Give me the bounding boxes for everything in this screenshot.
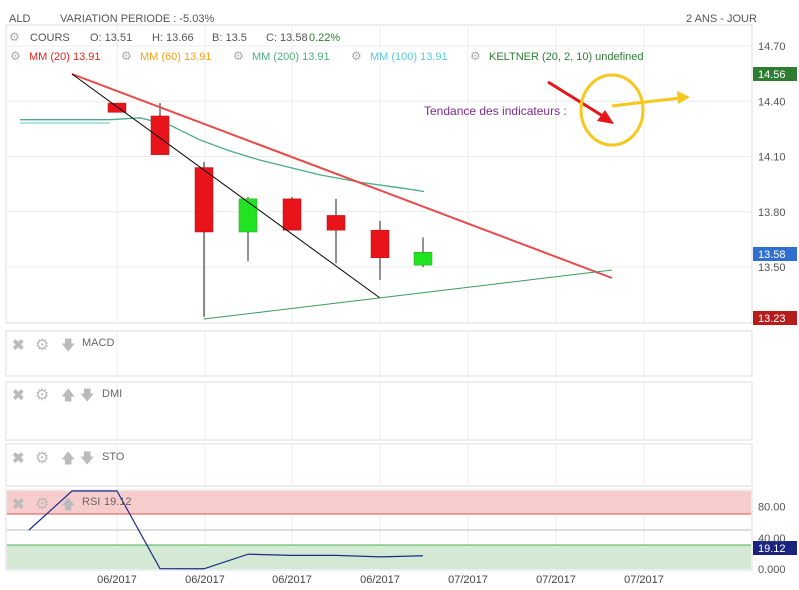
gear-icon[interactable]: ⚙ [35, 387, 49, 404]
x-tick-label: 06/2017 [360, 574, 400, 586]
x-tick-label: 07/2017 [624, 574, 664, 586]
candle-down [370, 229, 390, 259]
main-panel-frame [5, 24, 753, 324]
quote-close: C: 13.58 [266, 32, 308, 44]
gear-icon[interactable]: ⚙ [35, 450, 49, 467]
rsi-value-badge-text: 19.12 [758, 543, 786, 555]
indicator-legend: ⚙ MM (20) 13.91 ⚙ MM (60) 13.91 ⚙ MM (200) 13… [10, 49, 644, 63]
close-icon[interactable]: ✖ [12, 337, 25, 354]
quote-high: H: 13.66 [152, 32, 194, 44]
gear-icon[interactable]: ⚙ [121, 49, 132, 63]
quote-open: O: 13.51 [90, 32, 132, 44]
arrow-down-icon[interactable]: 🡇 [61, 337, 75, 353]
arrow-up-icon[interactable]: 🡅 [61, 387, 75, 403]
trendline-black [71, 73, 381, 299]
x-tick-label: 06/2017 [97, 574, 137, 586]
macd-panel-frame [5, 330, 753, 377]
indicator-label: MM (200) 13.91 [252, 51, 330, 63]
candle-down [282, 198, 302, 231]
current-price-badge-text: 13.58 [758, 249, 786, 261]
sto-panel-header: ✖ ⚙ 🡅 🡇 STO [12, 450, 125, 467]
x-tick-label: 06/2017 [185, 574, 225, 586]
high-price-badge [753, 67, 797, 81]
candles-layer [107, 102, 433, 317]
trend-annotation [547, 73, 690, 147]
close-icon[interactable]: ✖ [12, 496, 25, 513]
close-icon[interactable]: ✖ [12, 450, 25, 467]
current-price-badge [753, 247, 797, 261]
yellow-circle [579, 73, 645, 147]
quote-low: B: 13.5 [212, 32, 247, 44]
indicator-label: MM (100) 13.91 [370, 51, 448, 63]
rsi-label: RSI [82, 496, 100, 508]
candle-down [194, 167, 214, 233]
rsi-y-tick-label: 0.000 [758, 564, 786, 576]
indicator-label: MM (20) 13.91 [29, 51, 101, 63]
x-tick-label: 06/2017 [272, 574, 312, 586]
candle-up [413, 252, 433, 266]
gear-icon[interactable]: ⚙ [233, 49, 244, 63]
sto-panel-frame [5, 443, 753, 487]
gear-icon[interactable]: ⚙ [470, 49, 481, 63]
rsi-overbought-band [7, 491, 751, 514]
y-tick-label: 13.80 [758, 207, 786, 219]
red-arrow-head [597, 110, 614, 124]
period-label[interactable]: 2 ANS - JOUR [686, 13, 757, 25]
rsi-line [28, 490, 424, 570]
variation-label: VARIATION PERIODE : -5.03% [60, 13, 214, 25]
gear-icon[interactable]: ⚙ [10, 49, 21, 63]
candle-down [326, 215, 346, 231]
macd-label: MACD [82, 337, 114, 349]
arrow-down-icon[interactable]: 🡇 [80, 387, 94, 403]
dmi-panel-frame [5, 381, 753, 441]
x-tick-label: 07/2017 [448, 574, 488, 586]
low-price-badge-text: 13.23 [758, 313, 786, 325]
candle-down [107, 102, 127, 113]
low-price-badge [753, 311, 797, 325]
red-arrow [547, 80, 607, 120]
annotation-text: Tendance des indicateurs : [424, 104, 567, 118]
gear-icon[interactable]: ⚙ [35, 496, 49, 513]
y-axis-ticks: 14.70 14.40 14.10 13.80 13.50 [758, 41, 786, 274]
yellow-arrow [611, 96, 681, 108]
candle-down [150, 115, 170, 155]
macd-panel-header: ✖ ⚙ 🡇 MACD [12, 337, 114, 354]
x-axis-ticks: 06/2017 06/2017 06/2017 06/2017 07/2017 07/20… [97, 574, 664, 586]
trendline-red [71, 73, 613, 279]
dmi-panel-header: ✖ ⚙ 🡅 🡇 DMI [12, 387, 122, 404]
quote-name: COURS [30, 32, 70, 44]
high-price-badge-text: 14.56 [758, 69, 786, 81]
rsi-header-value: 19.12 [104, 496, 132, 508]
y-tick-label: 14.70 [758, 41, 786, 53]
close-icon[interactable]: ✖ [12, 387, 25, 404]
gear-icon[interactable]: ⚙ [351, 49, 362, 63]
rsi-y-axis-ticks: 80.00 40.00 0.000 [758, 502, 786, 576]
trendline-green [203, 269, 613, 320]
y-tick-label: 14.10 [758, 152, 786, 164]
arrow-down-icon[interactable]: 🡇 [80, 450, 94, 466]
x-tick-label: 07/2017 [536, 574, 576, 586]
dmi-label: DMI [102, 388, 122, 400]
y-tick-label: 14.40 [758, 96, 786, 108]
trendlines [20, 73, 613, 320]
arrow-up-icon[interactable]: 🡅 [61, 450, 75, 466]
rsi-y-tick-label: 80.00 [758, 502, 786, 514]
gear-icon[interactable]: ⚙ [35, 337, 49, 354]
candle-up [238, 198, 258, 233]
rsi-panel-header: ✖ ⚙ 🡅 RSI 19.12 [12, 496, 132, 513]
indicator-label: MM (60) 13.91 [140, 51, 212, 63]
quote-change: 0.22% [309, 32, 340, 44]
symbol-label: ALD [9, 13, 30, 25]
arrow-up-icon[interactable]: 🡅 [61, 496, 75, 512]
indicator-label: KELTNER (20, 2, 10) undefined [489, 51, 644, 63]
y-tick-label: 13.50 [758, 262, 786, 274]
rsi-y-tick-label: 40.00 [758, 533, 786, 545]
yellow-arrow-head [677, 91, 690, 104]
sto-label: STO [102, 451, 125, 463]
rsi-value-badge [753, 541, 797, 555]
gear-icon[interactable]: ⚙ [9, 30, 20, 44]
